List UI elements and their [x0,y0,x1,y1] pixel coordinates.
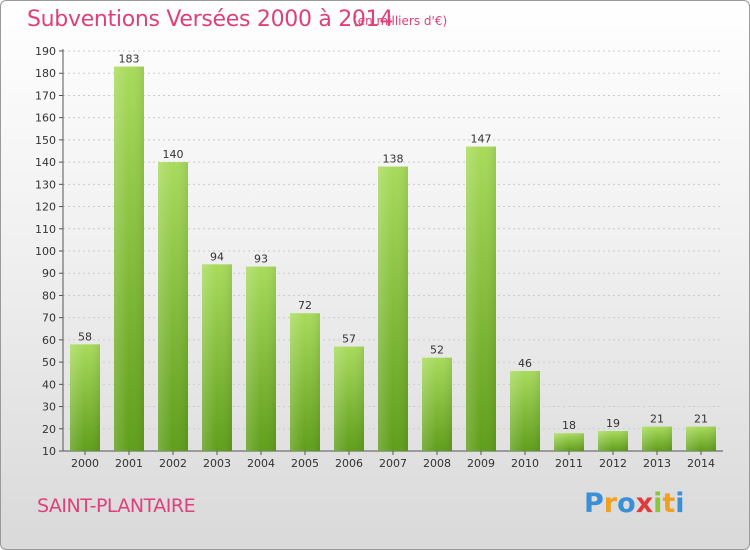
proxiti-logo: Proxiti [584,488,685,519]
data-label: 46 [518,357,532,370]
data-label: 52 [430,344,444,357]
y-tick-label: 30 [42,401,56,414]
y-tick-label: 40 [42,378,56,391]
bar-shade [334,347,364,451]
data-label: 18 [562,419,576,432]
y-tick-label: 70 [42,312,56,325]
y-tick-label: 190 [35,45,56,58]
data-label: 21 [650,413,664,426]
y-tick-label: 50 [42,356,56,369]
x-tick-label: 2014 [687,457,715,470]
x-tick-label: 2001 [115,457,143,470]
logo-letter: P [584,488,604,519]
y-tick-label: 180 [35,67,56,80]
x-tick-label: 2011 [555,457,583,470]
data-label: 140 [163,148,184,161]
x-tick-label: 2012 [599,457,627,470]
bar-shade [70,344,100,451]
commune-name: SAINT-PLANTAIRE [37,495,195,517]
bar-shade [422,358,452,451]
bar-shade [246,267,276,451]
data-label: 57 [342,333,356,346]
bar-shade [598,431,628,451]
x-tick-label: 2004 [247,457,275,470]
x-tick-label: 2013 [643,457,671,470]
y-tick-label: 60 [42,334,56,347]
logo-letter: i [675,488,684,519]
logo-letter: r [604,488,617,519]
bar-shade [158,162,188,451]
bar-shade [378,167,408,451]
y-tick-label: 100 [35,245,56,258]
data-label: 183 [119,53,140,66]
bar-shade [114,67,144,451]
logo-letter: t [662,488,675,519]
bar-shade [686,427,716,451]
x-tick-label: 2009 [467,457,495,470]
x-tick-label: 2008 [423,457,451,470]
y-tick-label: 20 [42,423,56,436]
logo-letter: i [653,488,662,519]
x-tick-label: 2006 [335,457,363,470]
y-tick-label: 10 [42,445,56,458]
data-label: 138 [383,153,404,166]
data-label: 19 [606,417,620,430]
y-tick-label: 140 [35,156,56,169]
x-tick-label: 2007 [379,457,407,470]
y-tick-label: 160 [35,112,56,125]
bar-shade [290,313,320,451]
x-tick-label: 2002 [159,457,187,470]
x-tick-label: 2000 [71,457,99,470]
y-tick-label: 120 [35,201,56,214]
bar-shade [466,147,496,451]
logo-letter: o [617,488,636,519]
y-tick-label: 110 [35,223,56,236]
y-tick-label: 150 [35,134,56,147]
data-label: 94 [210,250,224,263]
bar-shade [642,427,672,451]
data-label: 58 [78,330,92,343]
x-tick-label: 2005 [291,457,319,470]
data-label: 147 [471,133,492,146]
y-tick-label: 170 [35,89,56,102]
bar-shade [202,264,232,451]
logo-letter: x [636,488,653,519]
data-label: 72 [298,299,312,312]
y-tick-label: 80 [42,289,56,302]
bar-shade [510,371,540,451]
data-label: 21 [694,413,708,426]
data-label: 93 [254,253,268,266]
y-tick-label: 90 [42,267,56,280]
x-tick-label: 2010 [511,457,539,470]
bar-shade [554,433,584,451]
x-tick-label: 2003 [203,457,231,470]
y-tick-label: 130 [35,178,56,191]
